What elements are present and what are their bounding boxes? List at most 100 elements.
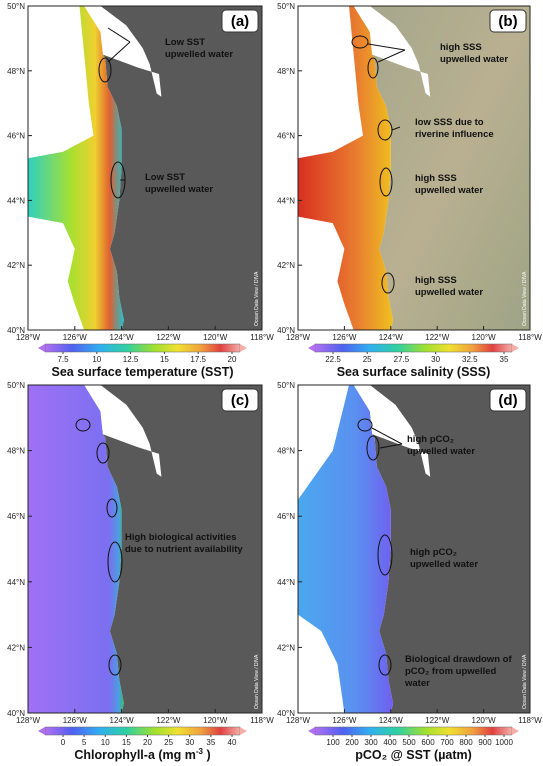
colorbar-tick-label: 600 bbox=[421, 738, 435, 747]
annotation-line: riverine influence bbox=[415, 129, 494, 140]
panel-label: (a) bbox=[231, 13, 249, 30]
colorbar bbox=[314, 343, 513, 353]
colorbar bbox=[44, 343, 241, 353]
lat-label: 42°N bbox=[277, 261, 295, 270]
map-frame bbox=[297, 5, 531, 331]
lat-label: 44°N bbox=[277, 196, 295, 205]
credit: Ocean Data View / DIVA bbox=[522, 271, 528, 326]
data-field bbox=[28, 385, 124, 713]
colorbar-tick-label: 100 bbox=[326, 738, 340, 747]
colorbar-end bbox=[512, 727, 519, 735]
annotation-line: high pCO₂ bbox=[407, 434, 454, 445]
annotation-line: Low SST bbox=[145, 172, 185, 183]
lon-label: 124°W bbox=[379, 716, 404, 725]
colorbar-tick-label: 20 bbox=[143, 738, 152, 747]
lat-label: 46°N bbox=[277, 512, 295, 521]
lat-label: 48°N bbox=[277, 447, 295, 456]
colorbar bbox=[44, 726, 241, 736]
lon-label: 128°W bbox=[286, 716, 311, 725]
lat-label: 44°N bbox=[277, 578, 295, 587]
annotation-line: water bbox=[404, 678, 430, 689]
annotation-line: upwelled water bbox=[415, 185, 483, 196]
data-field bbox=[298, 385, 394, 713]
lon-label: 122°W bbox=[156, 716, 181, 725]
lon-label: 118°W bbox=[518, 716, 542, 725]
panel-label: (b) bbox=[498, 13, 517, 30]
colorbar-end bbox=[512, 344, 519, 352]
lon-label: 118°W bbox=[250, 716, 274, 725]
data-field bbox=[28, 6, 124, 330]
lat-label: 50°N bbox=[7, 2, 25, 11]
annotation-line: low SSS due to bbox=[415, 117, 484, 128]
strait bbox=[353, 6, 431, 97]
annotation: low SSS due to riverine influence bbox=[415, 117, 494, 140]
annotation-line: upwelled water bbox=[415, 287, 483, 298]
strait bbox=[84, 385, 162, 477]
callout bbox=[98, 57, 112, 83]
callout-line bbox=[107, 27, 131, 43]
lon-label: 122°W bbox=[425, 716, 450, 725]
lon-label: 128°W bbox=[16, 333, 41, 342]
colorbar-tick-label: 17.5 bbox=[190, 355, 206, 364]
colorbar-end bbox=[240, 727, 247, 735]
lat-label: 46°N bbox=[277, 132, 295, 141]
lon-label: 128°W bbox=[16, 716, 41, 725]
colorbar-tick-label: 35 bbox=[206, 738, 215, 747]
panel-label-box bbox=[489, 388, 527, 412]
panel-label-box bbox=[221, 388, 259, 412]
colorbar-tick-label: 500 bbox=[402, 738, 416, 747]
callout bbox=[377, 534, 393, 576]
colorbar-tick-label: 25 bbox=[363, 355, 372, 364]
colorbar-tick-label: 10 bbox=[92, 355, 101, 364]
colorbar-tick-label: 1000 bbox=[495, 738, 513, 747]
callout bbox=[108, 654, 122, 676]
callout-line bbox=[391, 126, 401, 131]
colorbar-tick-label: 30 bbox=[431, 355, 440, 364]
lat-label: 42°N bbox=[7, 261, 25, 270]
callout bbox=[381, 272, 395, 294]
annotation-line: Biological drawdown of bbox=[405, 654, 512, 665]
colorbar-tick-label: 35 bbox=[500, 355, 509, 364]
colorbar-tick-label: 300 bbox=[364, 738, 378, 747]
callout-line bbox=[367, 43, 406, 51]
lon-label: 124°W bbox=[379, 333, 404, 342]
colorbar-title: Chlorophyll-a (mg m-3 ) bbox=[74, 747, 210, 762]
colorbar-end bbox=[38, 727, 45, 735]
colorbar bbox=[314, 726, 513, 736]
annotation-line: upwelled water bbox=[410, 559, 478, 570]
annotation-line: high SSS bbox=[415, 275, 457, 286]
title-text: pCO₂ @ SST (µatm) bbox=[355, 748, 472, 762]
callout bbox=[366, 435, 380, 461]
annotation-line: pCO₂ from upwelled bbox=[405, 666, 497, 677]
colorbar-end bbox=[308, 727, 315, 735]
lat-label: 44°N bbox=[7, 578, 25, 587]
lat-label: 48°N bbox=[7, 447, 25, 456]
lon-label: 124°W bbox=[110, 716, 135, 725]
callout-line bbox=[107, 41, 131, 63]
lon-label: 120°W bbox=[472, 333, 497, 342]
lat-label: 42°N bbox=[7, 643, 25, 652]
annotation: high pCO₂ upwelled water bbox=[407, 434, 475, 457]
annotation-line: High biological activities bbox=[125, 532, 236, 543]
panel-label-box bbox=[221, 9, 259, 33]
lat-label: 48°N bbox=[7, 67, 25, 76]
colorbar-tick-label: 400 bbox=[383, 738, 397, 747]
title-text: Chlorophyll-a (mg m bbox=[74, 748, 196, 762]
lon-label: 120°W bbox=[203, 333, 228, 342]
lat-label: 48°N bbox=[277, 67, 295, 76]
lon-label: 120°W bbox=[472, 716, 497, 725]
annotation: Low SST upwelled water bbox=[145, 172, 213, 195]
colorbar-tick-label: 12.5 bbox=[123, 355, 139, 364]
panel-label: (c) bbox=[231, 392, 249, 409]
panel-label: (d) bbox=[498, 392, 517, 409]
land bbox=[369, 385, 530, 713]
callout bbox=[106, 498, 118, 518]
lon-label: 124°W bbox=[110, 333, 135, 342]
annotation: high SSS upwelled water bbox=[440, 42, 508, 65]
callout bbox=[367, 57, 379, 79]
annotation-line: upwelled water bbox=[145, 184, 213, 195]
lon-label: 122°W bbox=[156, 333, 181, 342]
callout bbox=[107, 541, 123, 583]
lat-label: 40°N bbox=[277, 709, 295, 718]
